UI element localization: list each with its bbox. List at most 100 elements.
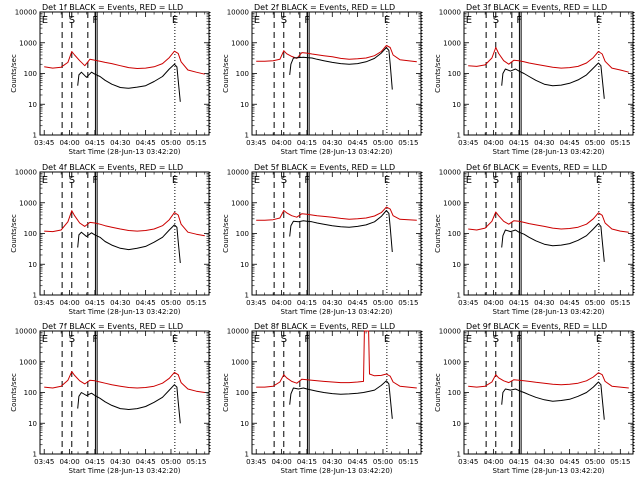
marker-label: E [254, 15, 260, 26]
y-tick-label: 1000 [19, 199, 37, 207]
x-tick-label: 04:15 [85, 458, 105, 466]
marker-label: E [466, 175, 472, 186]
x-tick-label: 03:45 [246, 458, 266, 466]
x-tick-label: 03:45 [34, 458, 54, 466]
x-tick-label: 04:30 [110, 299, 130, 307]
y-tick-label: 1000 [443, 358, 461, 366]
y-tick-label: 10 [452, 420, 461, 428]
y-tick-label: 10000 [227, 328, 249, 336]
x-tick-label: 04:30 [322, 458, 342, 466]
y-tick-label: 100 [24, 389, 37, 397]
panel-9: Det 9f BLACK = Events, RED = LLD 1 10 100 10… [434, 322, 635, 475]
x-axis-label: Start Time (28-Jun-13 03:42:20) [69, 308, 181, 316]
y-tick-label: 10000 [227, 9, 249, 17]
marker-label: F [92, 175, 98, 186]
panel-4: Det 4f BLACK = Events, RED = LLD 1 10 100 10… [10, 163, 211, 316]
panel-7: Det 7f BLACK = Events, RED = LLD 1 10 100 10… [10, 322, 211, 475]
panel-8: Det 8f BLACK = Events, RED = LLD 1 10 100 10… [222, 322, 423, 475]
y-tick-label: 10000 [15, 328, 37, 336]
panel-title: Det 5f BLACK = Events, RED = LLD [254, 163, 395, 172]
x-tick-label: 04:45 [136, 139, 156, 147]
y-axis-label: Counts/sec [222, 54, 230, 93]
x-tick-label: 04:00 [483, 299, 503, 307]
x-tick-label: 05:15 [610, 299, 630, 307]
x-tick-label: 04:15 [509, 299, 529, 307]
x-tick-label: 04:30 [534, 139, 554, 147]
marker-label: E [172, 334, 178, 345]
marker-label: F [304, 175, 310, 186]
y-tick-label: 10000 [227, 169, 249, 177]
series-events-line [501, 223, 605, 262]
y-tick-label: 100 [236, 230, 249, 238]
series-lld-line [256, 206, 417, 221]
y-tick-label: 1000 [443, 39, 461, 47]
panel-title: Det 2f BLACK = Events, RED = LLD [254, 3, 395, 12]
x-tick-label: 05:15 [398, 458, 418, 466]
marker-label: E [254, 334, 260, 345]
marker-label: E [384, 15, 390, 26]
x-axis-label: Start Time (28-Jun-13 03:42:20) [69, 148, 181, 156]
y-axis-label: Counts/sec [434, 54, 442, 93]
series-lld-line [468, 211, 629, 233]
x-axis-label: Start Time (28-Jun-13 03:42:20) [493, 308, 605, 316]
x-tick-label: 04:45 [348, 139, 368, 147]
x-tick-label: 04:30 [534, 299, 554, 307]
x-tick-label: 05:15 [398, 139, 418, 147]
marker-label: F [92, 15, 98, 26]
series-events-line [289, 47, 393, 90]
x-axis-label: Start Time (28-Jun-13 03:42:20) [281, 148, 393, 156]
marker-label: E [172, 175, 178, 186]
y-tick-label: 10 [28, 261, 37, 269]
x-tick-label: 05:00 [373, 458, 393, 466]
y-axis-label: Counts/sec [10, 54, 18, 93]
x-axis-label: Start Time (28-Jun-13 03:42:20) [493, 467, 605, 475]
x-tick-label: 05:00 [585, 458, 605, 466]
x-tick-label: 04:45 [560, 299, 580, 307]
x-axis-label: Start Time (28-Jun-13 03:42:20) [493, 148, 605, 156]
marker-label: S [281, 15, 287, 26]
x-tick-label: 04:15 [85, 299, 105, 307]
y-tick-label: 1 [33, 132, 37, 140]
panel-6: Det 6f BLACK = Events, RED = LLD 1 10 100 10… [434, 163, 635, 316]
x-tick-label: 03:45 [246, 299, 266, 307]
y-axis-label: Counts/sec [222, 373, 230, 412]
y-tick-label: 1 [33, 292, 37, 300]
y-tick-label: 10000 [439, 328, 461, 336]
marker-label: S [69, 175, 75, 186]
x-tick-label: 05:15 [610, 458, 630, 466]
y-tick-label: 1000 [19, 39, 37, 47]
y-tick-label: 10 [452, 261, 461, 269]
marker-label: S [69, 334, 75, 345]
x-tick-label: 04:15 [509, 458, 529, 466]
y-axis-label: Counts/sec [10, 373, 18, 412]
x-tick-label: 04:45 [136, 299, 156, 307]
x-tick-label: 03:45 [458, 139, 478, 147]
series-lld-line [44, 371, 205, 393]
panel-title: Det 4f BLACK = Events, RED = LLD [42, 163, 183, 172]
x-tick-label: 05:00 [585, 139, 605, 147]
x-tick-label: 04:00 [59, 139, 79, 147]
x-tick-label: 04:30 [322, 139, 342, 147]
marker-label: F [516, 334, 522, 345]
plot-frame [39, 171, 210, 296]
y-tick-label: 10 [240, 420, 249, 428]
marker-label: E [384, 334, 390, 345]
x-tick-label: 04:00 [271, 299, 291, 307]
y-tick-label: 1000 [231, 39, 249, 47]
x-axis-label: Start Time (28-Jun-13 03:42:20) [281, 308, 393, 316]
panel-title: Det 8f BLACK = Events, RED = LLD [254, 322, 395, 331]
x-tick-label: 04:00 [271, 458, 291, 466]
marker-label: S [69, 15, 75, 26]
plot-frame [39, 11, 210, 136]
x-tick-label: 05:00 [373, 299, 393, 307]
y-axis-label: Counts/sec [10, 214, 18, 253]
series-lld-line [468, 47, 629, 73]
y-tick-label: 1 [457, 132, 461, 140]
x-tick-label: 05:15 [186, 139, 206, 147]
marker-label: S [281, 334, 287, 345]
marker-label: E [172, 15, 178, 26]
plot-frame [251, 11, 422, 136]
x-tick-label: 04:00 [483, 139, 503, 147]
y-tick-label: 1 [33, 451, 37, 459]
x-tick-label: 04:15 [509, 139, 529, 147]
